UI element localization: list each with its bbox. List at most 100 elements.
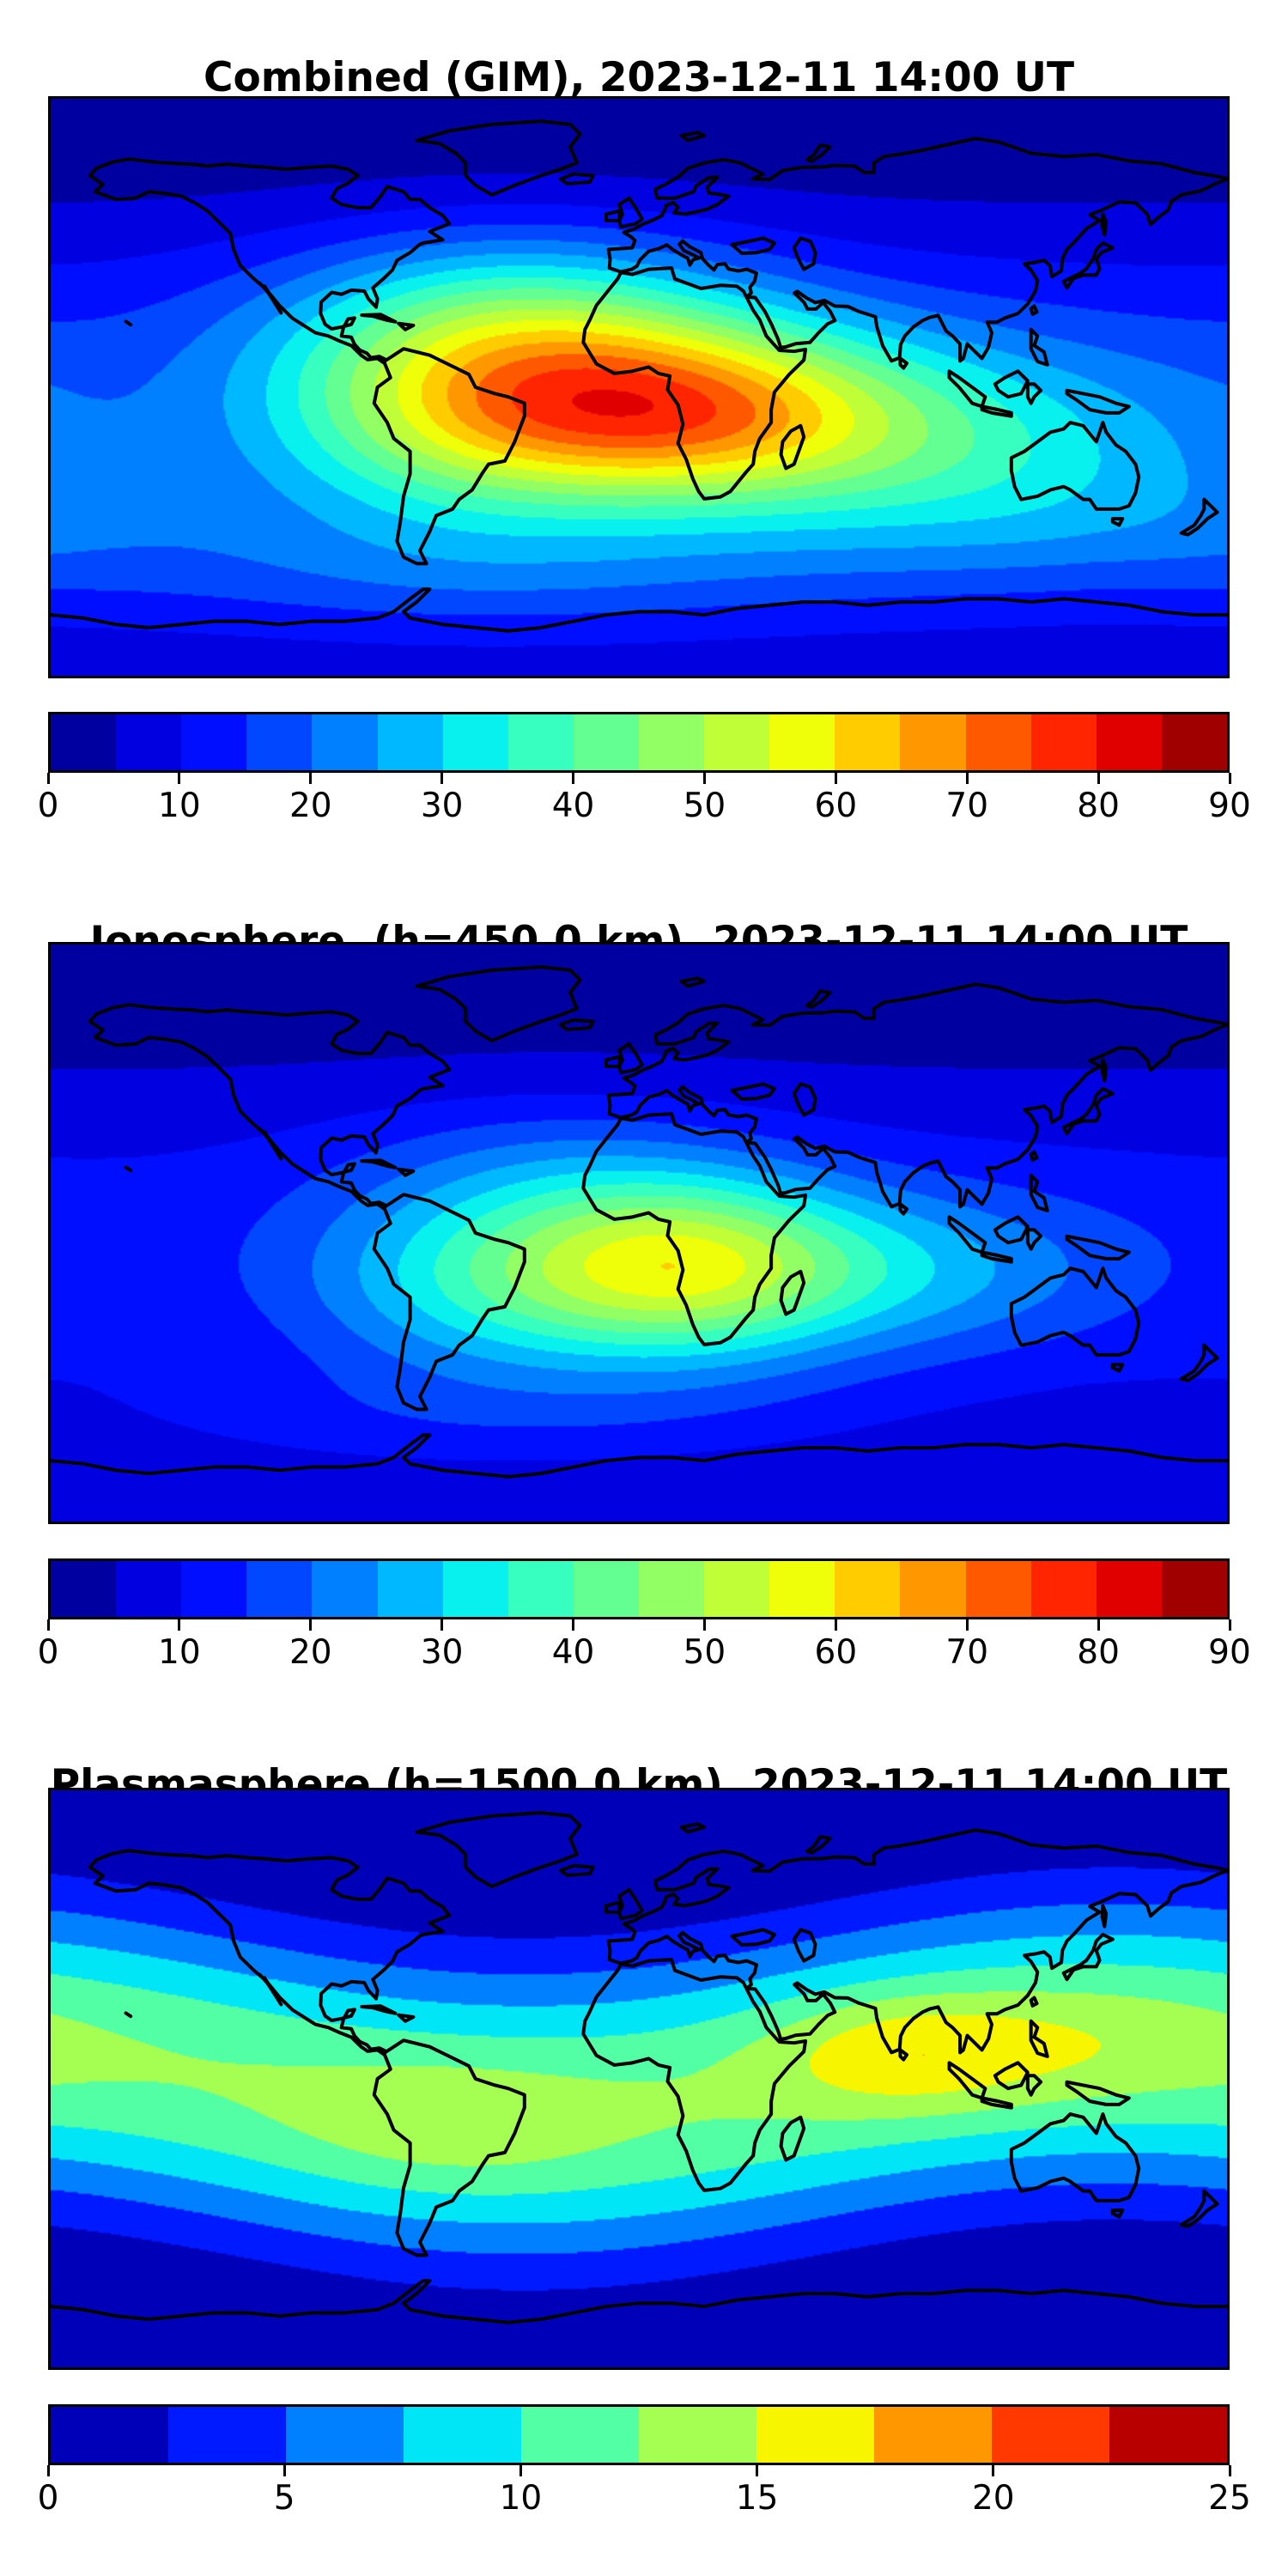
colorbar-tick-label: 20: [289, 787, 332, 825]
coastline-path: [126, 2013, 131, 2016]
colorbar-tick: [702, 773, 706, 784]
coastline-path: [1064, 243, 1113, 288]
coastline-path: [900, 2050, 907, 2059]
coastline-path: [1064, 1089, 1113, 1133]
colorbar-segment: [521, 2407, 639, 2463]
colorbar-segment: [51, 1561, 117, 1617]
coastline-path: [982, 2098, 1012, 2107]
coastline-path: [606, 211, 619, 221]
colorbar-segment: [1161, 714, 1227, 770]
colorbar-tick-label: 10: [158, 787, 201, 825]
coastline-path: [681, 132, 704, 140]
coastline-path: [561, 174, 593, 184]
coastline-path: [51, 1435, 1227, 1477]
coastline-path: [561, 1020, 593, 1030]
colorbar-segment: [181, 1561, 247, 1617]
coastline-path: [794, 1084, 816, 1115]
colorbar-segment: [116, 1561, 182, 1617]
coastline-path: [1031, 1998, 1037, 2006]
map-frame: [48, 96, 1230, 678]
coastline-path: [1031, 1152, 1037, 1160]
colorbar-segment: [1030, 714, 1097, 770]
colorbar-segment: [835, 1561, 901, 1617]
colorbar-tick: [309, 1619, 313, 1631]
colorbar-segment: [704, 1561, 770, 1617]
colorbar-tick-label: 5: [273, 2479, 295, 2518]
coastline-path: [361, 1160, 395, 1168]
colorbar-tick-label: 40: [551, 787, 595, 825]
colorbar-segment: [246, 1561, 313, 1617]
coastline-overlay: [51, 945, 1227, 1522]
colorbar-tick: [519, 2465, 522, 2476]
coastline-path: [950, 371, 986, 406]
coastline-path: [1182, 2191, 1218, 2227]
colorbar-tick: [440, 773, 444, 784]
colorbar-segment: [286, 2407, 404, 2463]
contour-canvas: [51, 945, 1227, 1522]
colorbar-tick-label: 80: [1077, 1633, 1120, 1672]
colorbar-segment: [1096, 714, 1162, 770]
colorbar-segment: [900, 1561, 966, 1617]
colorbar-tick-label: 10: [158, 1633, 201, 1672]
coastline-path: [982, 1252, 1012, 1261]
coastline-path: [995, 1217, 1028, 1242]
coastline-path: [606, 1903, 619, 1912]
coastline-path: [361, 314, 395, 322]
colorbar-tick-label: 90: [1208, 787, 1251, 825]
coastline-path: [807, 991, 830, 1007]
colorbar-segment: [756, 2407, 874, 2463]
coastline-path: [90, 1850, 450, 2054]
colorbar-tick: [572, 773, 575, 784]
colorbar-segment: [1161, 1561, 1227, 1617]
colorbar-tick-label: 70: [945, 787, 989, 825]
colorbar: [48, 1558, 1230, 1619]
coastline-path: [1113, 2210, 1122, 2216]
coastline-path: [681, 1824, 704, 1832]
coastline-path: [398, 1170, 413, 1176]
coastline-path: [781, 2117, 805, 2160]
coastline-overlay: [51, 1790, 1227, 2367]
colorbar-segment: [965, 714, 1031, 770]
panel-title: Combined (GIM), 2023-12-11 14:00 UT: [203, 54, 1075, 101]
coastline-path: [1103, 1905, 1107, 1926]
colorbar-tick: [1228, 2465, 1231, 2476]
colorbar-tick: [1228, 773, 1231, 784]
coastline-path: [1113, 1364, 1122, 1370]
colorbar-tick-label: 20: [289, 1633, 332, 1672]
colorbar-tick-label: 25: [1208, 2479, 1251, 2518]
colorbar: [48, 2404, 1230, 2465]
coastline-path: [794, 1929, 816, 1960]
coastline-path: [1028, 2075, 1041, 2094]
colorbar-tick: [756, 2465, 759, 2476]
coastline-path: [1031, 307, 1037, 314]
colorbar-tick-label: 70: [945, 1633, 989, 1672]
coastline-path: [1012, 2114, 1139, 2201]
colorbar-segment: [51, 2407, 168, 2463]
colorbar-tick-label: 30: [420, 1633, 464, 1672]
coastline-path: [1031, 2021, 1048, 2057]
coastline-path: [1028, 384, 1041, 403]
colorbar-segment: [965, 1561, 1031, 1617]
colorbar-segment: [507, 714, 574, 770]
coastline-overlay: [51, 99, 1227, 676]
colorbar-tick: [965, 1619, 969, 1631]
colorbar-tick: [46, 1619, 50, 1631]
colorbar-ticks: [46, 773, 1231, 784]
coastline-path: [260, 283, 282, 313]
colorbar-segment: [181, 714, 247, 770]
coastline-path: [126, 321, 131, 325]
coastline-path: [51, 589, 1227, 631]
coastline-path: [619, 198, 642, 228]
colorbar-segment: [116, 714, 182, 770]
coastline-path: [781, 1272, 805, 1315]
coastline-path: [794, 238, 816, 269]
coastline-path: [609, 138, 1227, 361]
colorbar-segment: [442, 714, 508, 770]
coastline-path: [609, 1830, 1227, 2052]
colorbar-tick: [992, 2465, 995, 2476]
colorbar-segment: [1096, 1561, 1162, 1617]
coastline-path: [1031, 330, 1048, 365]
colorbar-segment: [639, 2407, 756, 2463]
coastline-path: [1067, 1236, 1129, 1259]
colorbar-segment: [704, 714, 770, 770]
